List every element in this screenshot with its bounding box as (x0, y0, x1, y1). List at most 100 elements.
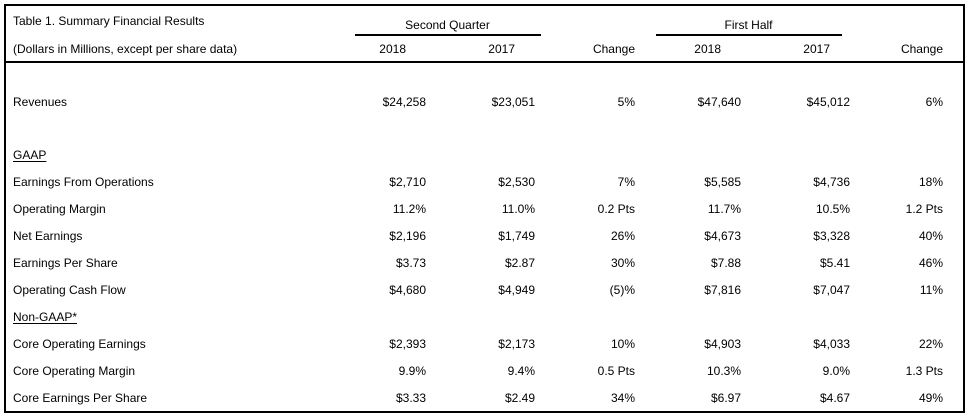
table-row: Core Operating Earnings $2,393 $2,173 10% $4… (6, 330, 963, 357)
group-header-second-quarter: Second Quarter (354, 6, 541, 36)
group-underline-second-quarter (354, 34, 541, 36)
table-row: Core Operating Margin 9.9% 9.4% 0.5 Pts 10.3… (6, 357, 963, 384)
cell-value: $3.73 (395, 255, 426, 270)
cell-value: 40% (918, 228, 943, 243)
cell-value: 6% (925, 94, 943, 109)
cell-value: $6.97 (710, 390, 741, 405)
cell-value (856, 141, 949, 168)
section-heading: Non-GAAP* (13, 309, 78, 324)
row-end-gap (949, 330, 963, 357)
cell-value: $3.33 (395, 390, 426, 405)
cell-value: $1,749 (498, 228, 535, 243)
cell-value: 49% (918, 390, 943, 405)
cell-value: 11.2% (392, 201, 426, 216)
section-row: Non-GAAP* (6, 303, 963, 330)
col-header-h1-2017: 2017 (747, 36, 856, 63)
cell-value: $4,736 (813, 174, 850, 189)
row-label: Operating Cash Flow (13, 282, 126, 297)
row-label: Core Operating Earnings (13, 336, 146, 351)
cell-value: $7,047 (813, 282, 850, 297)
header-gap (949, 6, 963, 36)
cell-value: 11.0% (501, 201, 535, 216)
cell-value: $5,585 (704, 174, 741, 189)
cell-value: 0.2 Pts (597, 201, 635, 216)
table-subtitle: (Dollars in Millions, except per share d… (6, 36, 354, 63)
row-label: Revenues (13, 94, 68, 109)
section-row: GAAP (6, 141, 963, 168)
cell-value: $7,816 (704, 282, 741, 297)
financial-table-frame: Table 1. Summary Financial Results Secon… (4, 4, 965, 413)
row-end-gap (949, 357, 963, 384)
cell-value: 5% (617, 94, 635, 109)
row-end-gap (949, 168, 963, 195)
header-gap (949, 36, 963, 63)
table-body: Revenues $24,258 $23,051 5% $47,640 $45,012 6%… (6, 62, 963, 411)
row-label: Earnings Per Share (13, 255, 118, 270)
cell-value: $4,680 (389, 282, 426, 297)
row-end-gap (949, 276, 963, 303)
row-end-gap (949, 384, 963, 411)
group-header-first-half: First Half (641, 6, 856, 36)
table-row: Earnings Per Share $3.73 $2.87 30% $7.88 $5.4… (6, 249, 963, 276)
cell-value: $2,393 (389, 336, 426, 351)
cell-value (641, 141, 747, 168)
cell-value (856, 303, 949, 330)
cell-value: 30% (610, 255, 635, 270)
row-label: Core Operating Margin (13, 363, 136, 378)
row-end-gap (949, 303, 963, 330)
cell-value (541, 303, 641, 330)
cell-value: $2,196 (389, 228, 426, 243)
col-header-q2-change: Change (541, 36, 641, 63)
cell-value: 11.7% (707, 201, 741, 216)
row-end-gap (949, 88, 963, 115)
table-row: Revenues $24,258 $23,051 5% $47,640 $45,012 6% (6, 88, 963, 115)
cell-value: $23,051 (491, 94, 535, 109)
cell-value: $2,710 (389, 174, 426, 189)
cell-value: 9.9% (398, 363, 426, 378)
row-end-gap (949, 222, 963, 249)
cell-value: $4,949 (498, 282, 535, 297)
cell-value: $3,328 (813, 228, 850, 243)
cell-value: 46% (918, 255, 943, 270)
cell-value: $2.87 (504, 255, 535, 270)
cell-value (432, 141, 541, 168)
spacer-row (6, 62, 963, 88)
cell-value (747, 141, 856, 168)
cell-value (354, 141, 432, 168)
header-gap (856, 6, 949, 36)
cell-value: 26% (610, 228, 635, 243)
cell-value: 11% (919, 282, 943, 297)
cell-value: 10.5% (815, 201, 850, 216)
cell-value: $2.49 (504, 390, 535, 405)
cell-value: 1.2 Pts (905, 201, 943, 216)
cell-value: $4,673 (704, 228, 741, 243)
cell-value (432, 303, 541, 330)
cell-value (747, 303, 856, 330)
section-heading: GAAP (13, 147, 47, 162)
group-header-row: Table 1. Summary Financial Results Secon… (6, 6, 963, 36)
cell-value (541, 141, 641, 168)
row-label: Core Earnings Per Share (13, 390, 148, 405)
row-end-gap (949, 195, 963, 222)
cell-value: $4,903 (704, 336, 741, 351)
cell-value: 1.3 Pts (905, 363, 943, 378)
cell-value: 7% (617, 174, 635, 189)
row-label: Net Earnings (13, 228, 83, 243)
cell-value: $2,173 (498, 336, 535, 351)
col-header-h1-change: Change (856, 36, 949, 63)
spacer-row (6, 115, 963, 141)
cell-value: 10.3% (706, 363, 741, 378)
cell-value: 22% (918, 336, 943, 351)
table-row: Core Earnings Per Share $3.33 $2.49 34% $6.9… (6, 384, 963, 411)
row-label: Earnings From Operations (13, 174, 154, 189)
cell-value: $7.88 (710, 255, 741, 270)
cell-value (354, 303, 432, 330)
cell-value (641, 303, 747, 330)
cell-value: 34% (610, 390, 635, 405)
col-header-q2-2017: 2017 (432, 36, 541, 63)
group-label-first-half: First Half (724, 18, 773, 32)
spacer-cell (6, 115, 963, 141)
cell-value: $47,640 (697, 94, 741, 109)
cell-value: $4,033 (813, 336, 850, 351)
